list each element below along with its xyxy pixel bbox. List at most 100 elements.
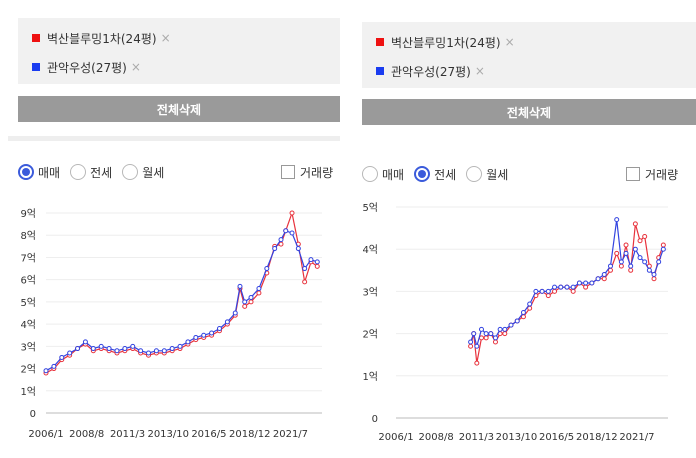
y-tick-label: 2억 (20, 364, 36, 376)
selected-complex-item: 관악우성(27평) × (32, 58, 141, 76)
data-point (90, 346, 96, 352)
data-point (289, 230, 295, 236)
y-tick-label: 3억 (362, 286, 378, 298)
x-tick-label: 2021/7 (619, 432, 654, 443)
data-point (628, 267, 634, 273)
deal-type-radio-group: 매매 전세 월세 (18, 162, 174, 182)
data-point (153, 348, 159, 354)
data-point (314, 263, 320, 269)
data-point (474, 343, 480, 349)
radio-label: 매매 (38, 165, 61, 180)
price-compare-panel-sale: 벽산블루밍1차(24평) × 관악우성(27평) × 전체삭제 매매 전세 월세… (0, 0, 340, 458)
remove-x-icon[interactable]: × (504, 35, 515, 49)
data-point (302, 279, 308, 285)
data-point (527, 301, 533, 307)
series-line (470, 223, 664, 364)
data-point (570, 284, 576, 290)
data-point (114, 348, 120, 354)
selected-complex-list: 벽산블루밍1차(24평) × 관악우성(27평) × (18, 18, 340, 84)
data-point (289, 210, 295, 216)
data-point (623, 242, 629, 248)
data-point (628, 263, 634, 269)
volume-label: 거래량 (300, 165, 334, 180)
x-tick-label: 2016/5 (191, 429, 226, 440)
section-divider (8, 136, 340, 141)
radio-unselected-icon[interactable] (362, 166, 378, 182)
data-point (595, 276, 601, 282)
volume-toggle[interactable]: 거래량 (281, 162, 333, 182)
radio-monthly[interactable]: 월세 (466, 166, 508, 183)
checkbox-icon[interactable] (626, 167, 640, 181)
data-point (601, 272, 607, 278)
delete-all-button[interactable]: 전체삭제 (18, 96, 340, 122)
data-point (589, 280, 595, 286)
data-point (492, 339, 498, 345)
y-tick-label: 0 (372, 414, 378, 425)
data-point (209, 330, 215, 336)
data-point (161, 348, 167, 354)
x-tick-label: 2011/3 (459, 432, 494, 443)
radio-label: 전세 (434, 167, 457, 182)
radio-sale[interactable]: 매매 (18, 164, 60, 181)
data-point (478, 326, 484, 332)
data-point (632, 221, 638, 227)
deal-type-radio-group: 매매 전세 월세 (362, 164, 518, 184)
data-point (264, 266, 270, 272)
radio-sale[interactable]: 매매 (362, 166, 404, 183)
radio-label: 월세 (486, 167, 509, 182)
data-point (497, 326, 503, 332)
data-point (545, 293, 551, 299)
checkbox-icon[interactable] (281, 165, 295, 179)
radio-unselected-icon[interactable] (70, 164, 87, 180)
data-point (256, 290, 262, 296)
data-point (492, 335, 498, 341)
x-tick-label: 2008/8 (419, 432, 454, 443)
complex-label: 관악우성(27평) (391, 64, 471, 79)
radio-unselected-icon[interactable] (466, 166, 483, 182)
data-point (169, 346, 175, 352)
data-point (248, 299, 254, 305)
remove-x-icon[interactable]: × (130, 60, 141, 74)
x-tick-label: 2016/5 (539, 432, 574, 443)
data-point (224, 319, 230, 325)
data-point (314, 259, 320, 265)
data-point (216, 326, 222, 332)
price-chart-sale: 0 1억 2억 3억 4억 5억 6억 7억 8억 9억 2006/1 2008/8 2011/3 201… (0, 195, 340, 445)
data-point (651, 276, 657, 282)
y-tick-label: 5억 (362, 202, 378, 214)
data-point (242, 299, 248, 305)
radio-jeonse[interactable]: 전세 (70, 164, 112, 181)
data-point (660, 246, 666, 252)
y-tick-label: 8억 (20, 230, 36, 242)
data-point (232, 310, 238, 316)
radio-jeonse[interactable]: 전세 (414, 166, 456, 183)
data-point (146, 350, 152, 356)
data-point (576, 280, 582, 286)
radio-selected-icon[interactable] (414, 166, 431, 182)
data-point (283, 228, 289, 234)
data-point (623, 250, 629, 256)
y-tick-label: 3억 (20, 341, 36, 353)
delete-all-button[interactable]: 전체삭제 (362, 99, 696, 125)
data-point (552, 288, 558, 294)
remove-x-icon[interactable]: × (474, 64, 485, 78)
data-point (98, 343, 104, 349)
radio-monthly[interactable]: 월세 (122, 164, 164, 181)
volume-toggle[interactable]: 거래량 (626, 164, 678, 184)
data-point (632, 246, 638, 252)
data-point (106, 346, 112, 352)
data-point (570, 288, 576, 294)
remove-x-icon[interactable]: × (160, 31, 171, 45)
data-point (82, 339, 88, 345)
radio-selected-icon[interactable] (18, 164, 34, 180)
data-point (237, 283, 243, 289)
radio-unselected-icon[interactable] (122, 164, 139, 180)
data-point (272, 246, 278, 252)
data-point (614, 217, 620, 223)
x-tick-label: 2013/10 (496, 432, 538, 443)
data-point (201, 332, 207, 338)
data-point (651, 272, 657, 278)
x-tick-label: 2018/12 (229, 429, 271, 440)
data-point (471, 331, 477, 337)
x-tick-label: 2013/10 (147, 429, 189, 440)
